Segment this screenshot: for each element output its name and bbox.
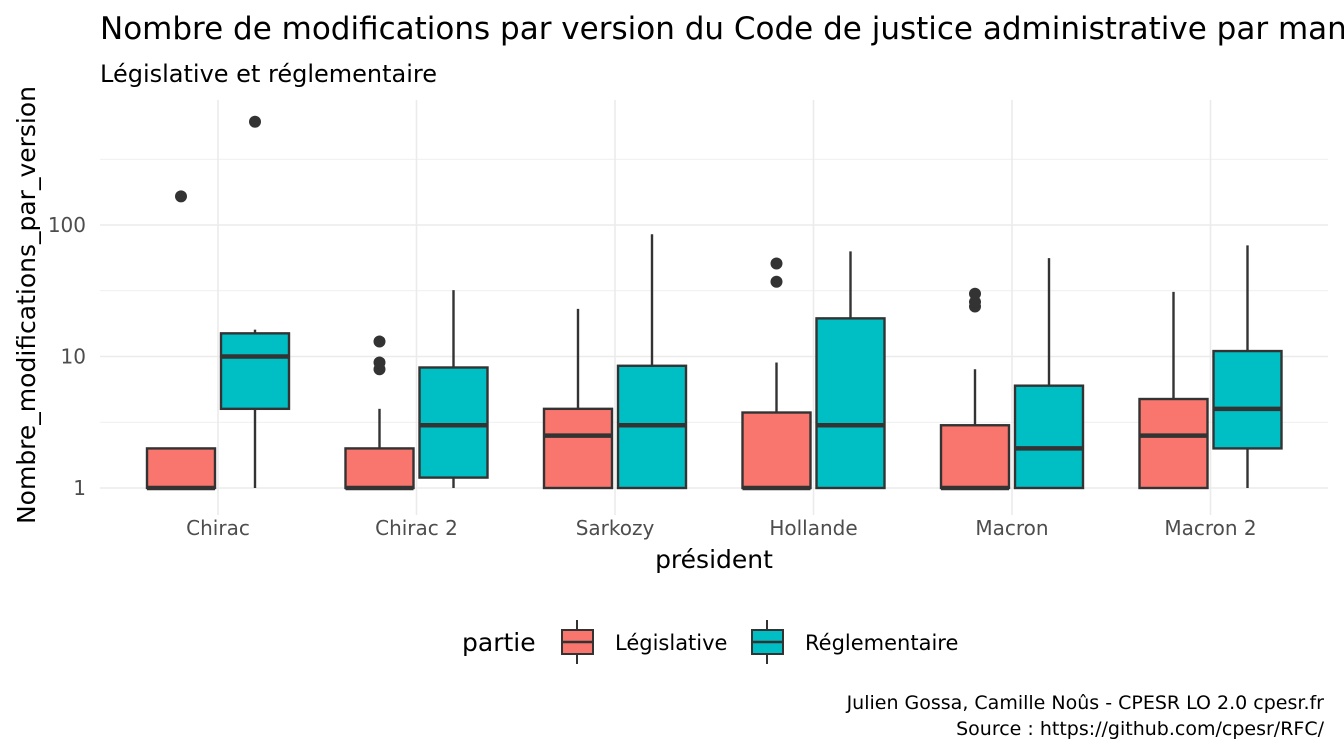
box-réglementaire-5: [1212, 245, 1283, 488]
caption-source: Source : https://github.com/cpesr/RFC/: [956, 718, 1325, 740]
x-tick-label: Chirac 2: [375, 516, 458, 540]
box-législative-4: [939, 287, 1011, 491]
x-tick-label: Macron 2: [1164, 516, 1256, 540]
legend: partie Législative Réglementaire: [462, 620, 958, 664]
box-body: [815, 317, 886, 490]
y-tick-label: 100: [48, 213, 86, 237]
outlier-point: [175, 190, 187, 203]
box-body: [939, 424, 1011, 490]
box-réglementaire-2: [616, 234, 688, 490]
outlier-point: [249, 115, 261, 128]
outlier-point: [373, 335, 386, 348]
chart-title: Nombre de modifications par version du C…: [100, 11, 1344, 47]
box-body: [1138, 397, 1209, 490]
x-axis-title: président: [655, 545, 773, 574]
gridlines: [100, 100, 1328, 515]
x-tick-label: Chirac: [186, 516, 250, 540]
box-réglementaire-3: [815, 251, 886, 490]
outlier-point: [969, 287, 981, 300]
box-législative-3: [741, 257, 812, 491]
legend-title: partie: [462, 628, 536, 657]
x-tick-label: Macron: [975, 516, 1048, 540]
y-tick-label: 1: [73, 476, 86, 500]
box-body: [1212, 349, 1283, 450]
legend-label: Législative: [615, 631, 727, 655]
x-tick-label: Sarkozy: [576, 516, 655, 540]
caption-credit: Julien Gossa, Camille Noûs - CPESR LO 2.…: [846, 692, 1325, 714]
legend-entry-0: Législative: [561, 620, 727, 664]
box-législative-1: [344, 335, 415, 491]
outlier-point: [373, 356, 386, 369]
box-législative-0: [145, 190, 217, 491]
y-tick-label: 10: [61, 345, 86, 369]
y-axis-ticks: 1 10 100: [48, 213, 86, 500]
box-législative-2: [542, 308, 614, 490]
x-axis-ticks: Chirac Chirac 2 Sarkozy Hollande Macron Macro…: [186, 516, 1256, 540]
box-réglementaire-0: [219, 115, 291, 488]
box-body: [542, 407, 614, 490]
box-body: [418, 366, 489, 479]
x-tick-label: Hollande: [769, 516, 857, 540]
y-axis-title: Nombre_modifications_par_version: [12, 86, 41, 524]
boxplots: [145, 115, 1283, 491]
legend-label: Réglementaire: [805, 631, 958, 655]
box-body: [145, 447, 217, 490]
legend-entry-1: Réglementaire: [751, 620, 958, 664]
box-réglementaire-1: [418, 290, 489, 488]
legend-entries: Législative Réglementaire: [561, 620, 958, 664]
chart-subtitle: Législative et réglementaire: [100, 60, 437, 88]
outlier-point: [770, 257, 783, 270]
box-body: [741, 411, 812, 490]
box-body: [219, 332, 291, 411]
box-body: [1013, 384, 1085, 490]
box-législative-5: [1138, 291, 1209, 490]
outlier-point: [770, 275, 783, 288]
box-body: [344, 447, 415, 490]
box-réglementaire-4: [1013, 258, 1085, 490]
